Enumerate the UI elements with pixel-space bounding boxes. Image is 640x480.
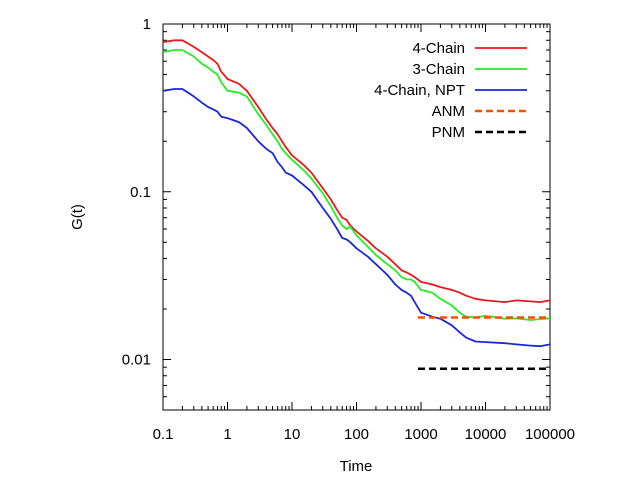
x-tick-label: 10: [284, 426, 301, 443]
series-lines: [162, 39, 551, 371]
series-line-4-chain: [162, 39, 551, 304]
legend-label: PNM: [432, 124, 465, 141]
x-tick-label: 1000: [404, 426, 437, 443]
x-tick-label: 1: [223, 426, 231, 443]
y-axis-label: G(t): [69, 204, 86, 230]
x-axis-ticks: 0.1 1 10 100 1000 10000 100000: [153, 24, 575, 443]
x-tick-label: 10000: [465, 426, 507, 443]
y-tick-label: 0.1: [130, 184, 151, 201]
legend-label: 3-Chain: [412, 61, 465, 78]
x-tick-label: 100: [344, 426, 369, 443]
x-tick-label: 100000: [525, 426, 575, 443]
legend-label: 4-Chain: [412, 40, 465, 57]
series-line-4-chain-npt: [162, 88, 551, 348]
legend-label: 4-Chain, NPT: [374, 82, 465, 99]
x-axis-label: Time: [340, 458, 373, 475]
legend: 4-Chain 3-Chain 4-Chain, NPT ANM PNM: [374, 40, 527, 141]
y-axis-ticks: 0.01 0.1 1: [122, 16, 550, 398]
y-tick-label: 0.01: [122, 352, 151, 369]
x-tick-label: 0.1: [153, 426, 174, 443]
legend-label: ANM: [432, 103, 465, 120]
series-line-3-chain: [162, 49, 551, 321]
y-tick-label: 1: [143, 16, 151, 33]
